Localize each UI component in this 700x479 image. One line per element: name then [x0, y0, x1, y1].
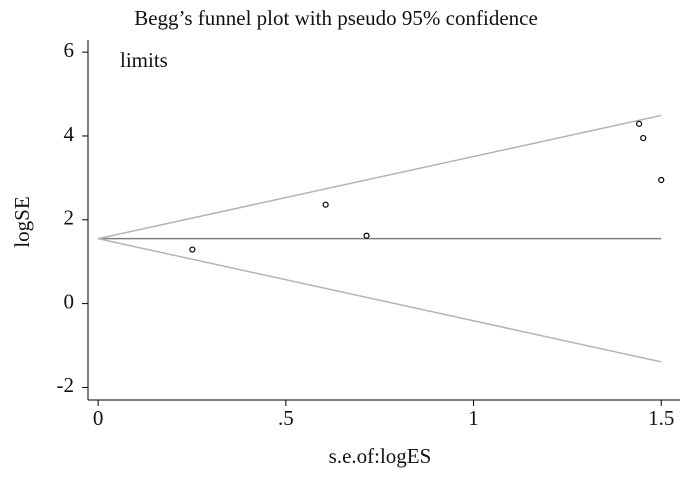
x-tick-label: 1.5 [648, 406, 674, 430]
y-tick-label: 4 [64, 122, 75, 146]
point [658, 176, 665, 184]
x-tick-label: .5 [278, 406, 294, 430]
point [635, 120, 643, 127]
y-axis-label: logSE [10, 196, 34, 247]
x-tick-label: 1 [468, 406, 479, 430]
point [640, 134, 647, 142]
point [189, 246, 196, 253]
reference-line [97, 237, 662, 363]
reference-line [97, 114, 662, 240]
y-tick-label: 2 [64, 206, 75, 230]
y-tick-label: 6 [64, 38, 75, 62]
point [363, 232, 370, 239]
y-tick-label: 0 [64, 289, 75, 313]
x-tick-label: 0 [93, 406, 104, 430]
chart-title: Begg’s funnel plot with pseudo 95% confi… [134, 6, 538, 30]
y-tick-label: -2 [57, 373, 75, 397]
point [322, 201, 329, 208]
x-axis-label: s.e.of:logES [329, 444, 432, 468]
chart-title: limits [120, 48, 168, 72]
